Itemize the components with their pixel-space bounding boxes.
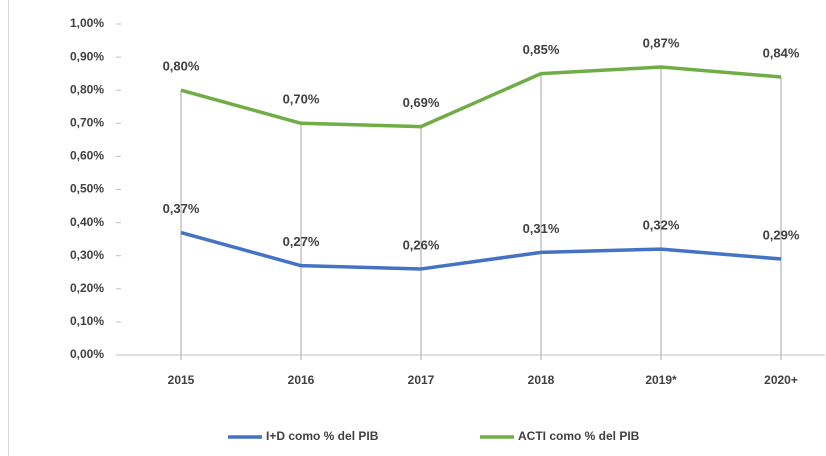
y-tick-label: 0,70%: [70, 115, 104, 129]
y-tick-label: 0,30%: [70, 248, 104, 262]
y-tick-label: 0,90%: [70, 49, 104, 63]
data-label: 0,37%: [163, 201, 200, 216]
data-label: 0,80%: [163, 59, 200, 74]
y-tick-label: 0,80%: [70, 82, 104, 96]
data-label: 0,70%: [283, 92, 320, 107]
x-tick-label: 2020+: [764, 373, 798, 387]
x-tick-label: 2016: [288, 373, 315, 387]
legend-label: ACTI como % del PIB: [518, 429, 640, 443]
data-label: 0,26%: [403, 237, 440, 252]
data-label: 0,87%: [643, 35, 680, 50]
y-tick-label: 0,00%: [70, 347, 104, 361]
data-label: 0,31%: [523, 221, 560, 236]
data-label: 0,27%: [283, 234, 320, 249]
y-tick-label: 0,60%: [70, 149, 104, 163]
data-label: 0,85%: [523, 42, 560, 57]
data-label: 0,29%: [763, 227, 800, 242]
y-tick-label: 0,10%: [70, 314, 104, 328]
y-tick-label: 0,50%: [70, 182, 104, 196]
y-tick-label: 0,40%: [70, 215, 104, 229]
y-tick-label: 1,00%: [70, 16, 104, 30]
y-tick-label: 0,20%: [70, 281, 104, 295]
series-line: [180, 65, 782, 129]
x-tick-label: 2015: [168, 373, 195, 387]
x-tick-label: 2018: [528, 373, 555, 387]
data-label: 0,32%: [643, 218, 680, 233]
x-tick-label: 2019*: [645, 373, 677, 387]
legend-label: I+D como % del PIB: [266, 429, 379, 443]
x-tick-label: 2017: [408, 373, 435, 387]
series-line: [180, 230, 782, 271]
data-label: 0,69%: [403, 95, 440, 110]
data-label: 0,84%: [763, 45, 800, 60]
